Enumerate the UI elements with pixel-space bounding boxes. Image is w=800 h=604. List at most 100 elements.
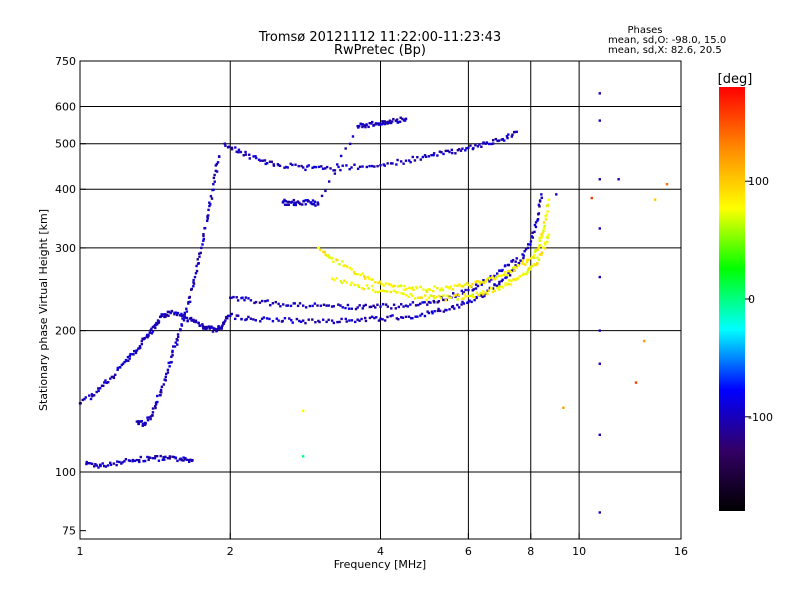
echo-point	[440, 151, 443, 154]
echo-point	[354, 320, 357, 324]
echo-point	[466, 282, 469, 285]
echo-point	[314, 165, 318, 169]
echo-point	[546, 235, 549, 239]
echo-point	[411, 301, 415, 304]
echo-point	[204, 327, 208, 331]
echo-point	[358, 319, 361, 322]
echo-point	[527, 243, 530, 246]
echo-point	[482, 278, 485, 282]
echo-point	[244, 150, 247, 154]
echo-point	[446, 286, 450, 289]
echo-point	[106, 464, 110, 467]
echo-point	[339, 168, 342, 172]
echo-point	[383, 319, 387, 322]
echo-point	[533, 230, 536, 234]
echo-point	[642, 339, 646, 343]
echo-point	[462, 302, 466, 305]
echo-point	[511, 266, 515, 270]
echo-point	[330, 305, 334, 308]
echo-point	[350, 319, 354, 322]
echo-point	[362, 304, 365, 308]
echo-point	[538, 244, 542, 247]
echo-point	[137, 420, 140, 423]
echo-point	[511, 133, 514, 136]
echo-point	[314, 204, 317, 207]
echo-point	[506, 136, 509, 140]
echo-point	[419, 302, 422, 305]
echo-point	[149, 417, 152, 421]
echo-point	[544, 218, 548, 221]
echo-point	[482, 281, 486, 285]
echo-point	[254, 319, 258, 322]
echo-point	[183, 313, 186, 316]
echo-point	[102, 464, 106, 468]
echo-point	[462, 291, 466, 294]
echo-point	[370, 122, 373, 125]
echo-point	[498, 288, 501, 291]
echo-point	[114, 373, 117, 377]
echo-point	[543, 241, 547, 244]
echo-point	[373, 165, 376, 168]
echo-point	[480, 283, 483, 286]
echo-point	[171, 455, 174, 458]
echo-point	[396, 121, 400, 124]
echo-point	[358, 124, 361, 128]
echo-point	[287, 200, 291, 204]
echo-point	[193, 320, 196, 323]
echo-point	[230, 146, 234, 149]
echo-point	[244, 318, 247, 322]
echo-point	[271, 319, 275, 323]
echo-point	[472, 288, 475, 291]
echo-point	[483, 294, 486, 298]
echo-point	[513, 269, 516, 272]
echo-point	[160, 314, 164, 318]
echo-point	[501, 137, 505, 141]
echo-point	[514, 260, 517, 263]
echo-point	[321, 167, 325, 170]
echo-point	[409, 292, 413, 296]
echo-point	[319, 304, 323, 307]
echo-point	[175, 313, 179, 317]
echo-point	[157, 320, 160, 323]
echo-point	[214, 169, 218, 173]
echo-point	[437, 307, 440, 311]
echo-point	[154, 406, 157, 410]
echo-point	[542, 227, 546, 230]
echo-point	[103, 381, 106, 384]
echo-point	[389, 290, 392, 294]
echo-point	[164, 379, 167, 382]
echo-point	[230, 312, 233, 316]
echo-point	[454, 295, 457, 298]
echo-point	[282, 303, 285, 306]
echo-point	[147, 333, 150, 337]
echo-point	[348, 142, 352, 146]
echo-point	[333, 169, 337, 172]
echo-point	[430, 310, 434, 313]
echo-point	[536, 218, 540, 221]
echo-point	[422, 288, 425, 291]
echo-point	[433, 296, 436, 300]
echo-point	[328, 256, 331, 259]
echo-point	[95, 390, 98, 394]
echo-point	[461, 300, 464, 304]
echo-point	[458, 283, 461, 286]
echo-point	[390, 307, 393, 310]
echo-point	[444, 149, 448, 153]
echo-point	[235, 314, 239, 317]
echo-point	[598, 92, 601, 95]
echo-point	[164, 375, 167, 379]
echo-point	[209, 195, 213, 198]
echo-point	[120, 363, 124, 367]
echo-point	[339, 280, 343, 283]
echo-point	[384, 282, 388, 285]
echo-point	[468, 299, 471, 302]
echo-point	[371, 288, 375, 292]
echo-point	[413, 159, 417, 162]
echo-point	[167, 310, 171, 314]
echo-point	[471, 282, 474, 286]
echo-point	[93, 465, 96, 468]
echo-point	[185, 316, 188, 320]
echo-point	[160, 385, 164, 388]
echo-point	[308, 304, 312, 308]
echo-point	[322, 318, 325, 321]
